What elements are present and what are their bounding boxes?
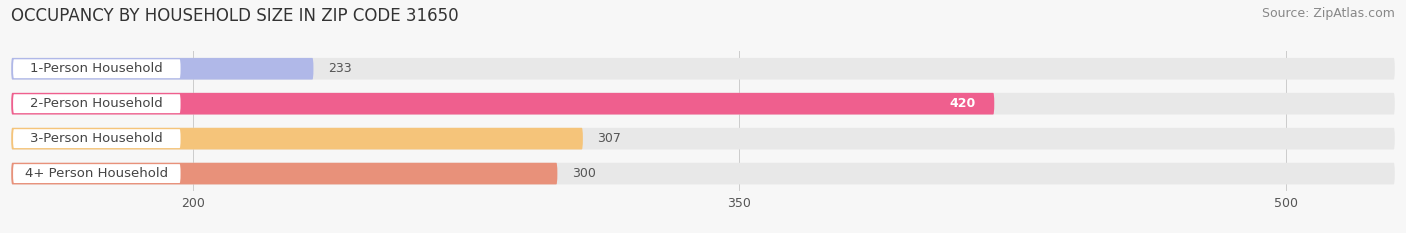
Text: 2-Person Household: 2-Person Household [31,97,163,110]
Text: 300: 300 [572,167,596,180]
FancyBboxPatch shape [11,163,557,185]
FancyBboxPatch shape [13,59,180,78]
Text: Source: ZipAtlas.com: Source: ZipAtlas.com [1261,7,1395,20]
Text: 3-Person Household: 3-Person Household [31,132,163,145]
FancyBboxPatch shape [11,58,1395,80]
Text: 307: 307 [598,132,621,145]
Text: OCCUPANCY BY HOUSEHOLD SIZE IN ZIP CODE 31650: OCCUPANCY BY HOUSEHOLD SIZE IN ZIP CODE … [11,7,458,25]
FancyBboxPatch shape [13,94,180,113]
FancyBboxPatch shape [11,128,583,150]
Text: 1-Person Household: 1-Person Household [31,62,163,75]
FancyBboxPatch shape [13,129,180,148]
FancyBboxPatch shape [11,93,994,115]
FancyBboxPatch shape [11,163,1395,185]
Text: 420: 420 [950,97,976,110]
FancyBboxPatch shape [11,93,1395,115]
Text: 233: 233 [328,62,352,75]
FancyBboxPatch shape [11,58,314,80]
FancyBboxPatch shape [13,164,180,183]
Text: 4+ Person Household: 4+ Person Household [25,167,169,180]
FancyBboxPatch shape [11,128,1395,150]
